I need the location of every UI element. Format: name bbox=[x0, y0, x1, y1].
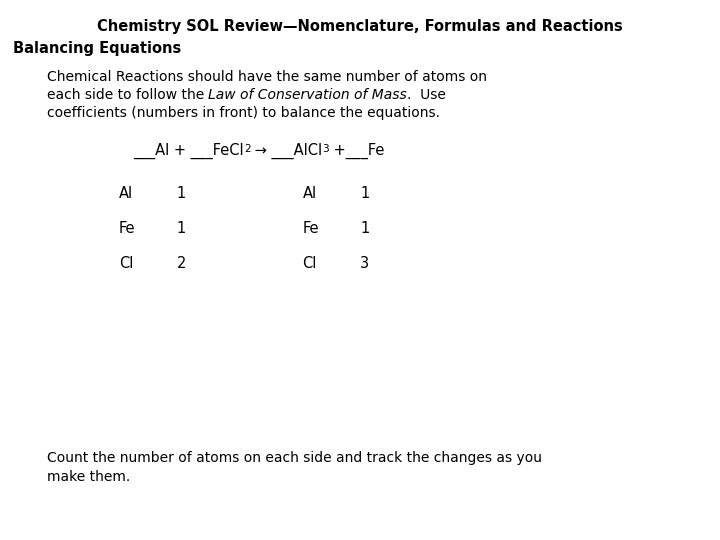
Text: Al: Al bbox=[302, 186, 317, 201]
Text: Fe: Fe bbox=[119, 221, 135, 237]
Text: 1: 1 bbox=[176, 221, 186, 237]
Text: 3: 3 bbox=[323, 144, 329, 153]
Text: Balancing Equations: Balancing Equations bbox=[13, 40, 181, 56]
Text: coefficients (numbers in front) to balance the equations.: coefficients (numbers in front) to balan… bbox=[47, 106, 440, 120]
Text: Chemistry SOL Review—Nomenclature, Formulas and Reactions: Chemistry SOL Review—Nomenclature, Formu… bbox=[97, 19, 623, 34]
Text: 3: 3 bbox=[360, 256, 369, 272]
Text: 2: 2 bbox=[176, 256, 186, 272]
Text: 1: 1 bbox=[360, 221, 369, 237]
Text: → ___AlCl: → ___AlCl bbox=[251, 143, 323, 159]
Text: Cl: Cl bbox=[119, 256, 133, 272]
Text: Al: Al bbox=[119, 186, 133, 201]
Text: 1: 1 bbox=[360, 186, 369, 201]
Text: 1: 1 bbox=[176, 186, 186, 201]
Text: .  Use: . Use bbox=[408, 88, 446, 102]
Text: Law of Conservation of Mass: Law of Conservation of Mass bbox=[208, 88, 408, 102]
Text: 2: 2 bbox=[244, 144, 251, 153]
Text: Cl: Cl bbox=[302, 256, 317, 272]
Text: +___Fe: +___Fe bbox=[329, 143, 384, 159]
Text: each side to follow the: each side to follow the bbox=[47, 88, 208, 102]
Text: Fe: Fe bbox=[302, 221, 319, 237]
Text: Chemical Reactions should have the same number of atoms on: Chemical Reactions should have the same … bbox=[47, 70, 487, 84]
Text: make them.: make them. bbox=[47, 470, 130, 484]
Text: ___Al + ___FeCl: ___Al + ___FeCl bbox=[133, 143, 244, 159]
Text: Count the number of atoms on each side and track the changes as you: Count the number of atoms on each side a… bbox=[47, 451, 541, 465]
